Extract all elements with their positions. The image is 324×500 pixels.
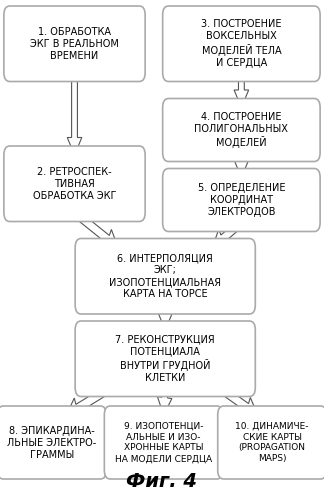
Polygon shape (234, 72, 249, 108)
FancyBboxPatch shape (163, 98, 320, 162)
Text: 10. ДИНАМИЧЕ-
СКИЕ КАРТЫ
(PROPAGATION
MAPS): 10. ДИНАМИЧЕ- СКИЕ КАРТЫ (PROPAGATION MA… (236, 422, 309, 463)
Text: 1. ОБРАБОТКА
ЭКГ В РЕАЛЬНОМ
ВРЕМЕНИ: 1. ОБРАБОТКА ЭКГ В РЕАЛЬНОМ ВРЕМЕНИ (30, 26, 119, 60)
Text: 4. ПОСТРОЕНИЕ
ПОЛИГОНАЛЬНЫХ
МОДЕЛЕЙ: 4. ПОСТРОЕНИЕ ПОЛИГОНАЛЬНЫХ МОДЕЛЕЙ (194, 112, 288, 148)
Polygon shape (158, 305, 172, 330)
Text: 8. ЭПИКАРДИНА-
ЛЬНЫЕ ЭЛЕКТРО-
ГРАММЫ: 8. ЭПИКАРДИНА- ЛЬНЫЕ ЭЛЕКТРО- ГРАММЫ (7, 426, 97, 460)
Text: Фиг. 4: Фиг. 4 (126, 472, 198, 491)
FancyBboxPatch shape (104, 406, 223, 479)
Polygon shape (73, 208, 118, 250)
Text: 5. ОПРЕДЕЛЕНИЕ
КООРДИНАТ
ЭЛЕКТРОДОВ: 5. ОПРЕДЕЛЕНИЕ КООРДИНАТ ЭЛЕКТРОДОВ (198, 183, 285, 217)
FancyBboxPatch shape (0, 406, 106, 479)
FancyBboxPatch shape (4, 6, 145, 82)
Polygon shape (218, 384, 258, 418)
Text: 9. ИЗОПОТЕНЦИ-
АЛЬНЫЕ И ИЗО-
ХРОННЫЕ КАРТЫ
НА МОДЕЛИ СЕРДЦА: 9. ИЗОПОТЕНЦИ- АЛЬНЫЕ И ИЗО- ХРОННЫЕ КАР… (115, 422, 212, 463)
FancyBboxPatch shape (163, 168, 320, 232)
FancyBboxPatch shape (218, 406, 324, 479)
Polygon shape (157, 387, 172, 415)
Polygon shape (213, 218, 243, 249)
Polygon shape (67, 72, 82, 155)
FancyBboxPatch shape (75, 238, 255, 314)
Text: 6. ИНТЕРПОЛЯЦИЯ
ЭКГ;
ИЗОПОТЕНЦИАЛЬНАЯ
КАРТА НА ТОРСЕ: 6. ИНТЕРПОЛЯЦИЯ ЭКГ; ИЗОПОТЕНЦИАЛЬНАЯ КА… (109, 253, 221, 299)
Text: 7. РЕКОНСТРУКЦИЯ
ПОТЕНЦИАЛА
ВНУТРИ ГРУДНОЙ
КЛЕТКИ: 7. РЕКОНСТРУКЦИЯ ПОТЕНЦИАЛА ВНУТРИ ГРУДН… (115, 334, 215, 383)
Polygon shape (234, 152, 249, 178)
FancyBboxPatch shape (4, 146, 145, 222)
Text: 2. РЕТРОСПЕК-
ТИВНАЯ
ОБРАБОТКА ЭКГ: 2. РЕТРОСПЕК- ТИВНАЯ ОБРАБОТКА ЭКГ (33, 167, 116, 200)
Polygon shape (66, 384, 112, 419)
FancyBboxPatch shape (75, 321, 255, 396)
FancyBboxPatch shape (163, 6, 320, 82)
Text: 3. ПОСТРОЕНИЕ
ВОКСЕЛЬНЫХ
МОДЕЛЕЙ ТЕЛА
И СЕРДЦА: 3. ПОСТРОЕНИЕ ВОКСЕЛЬНЫХ МОДЕЛЕЙ ТЕЛА И … (201, 20, 282, 68)
